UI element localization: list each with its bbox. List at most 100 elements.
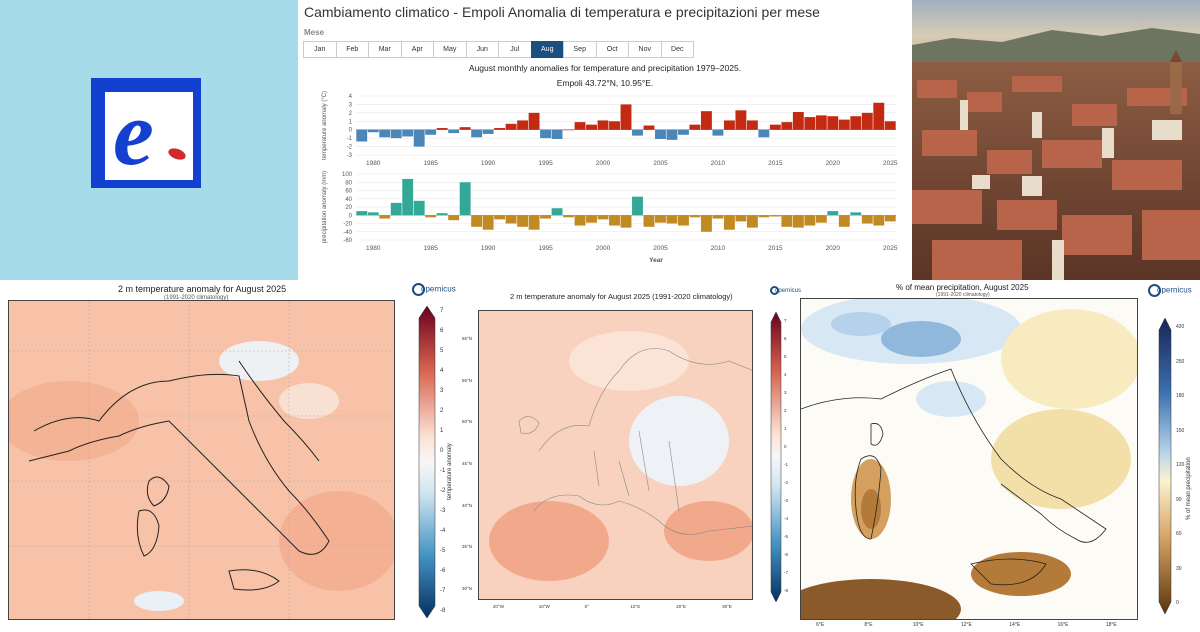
- map2-copernicus-logo: opernicus: [770, 286, 801, 295]
- tab-month-dec[interactable]: Dec: [660, 41, 694, 58]
- precipitation-tick-label: 40: [345, 197, 352, 203]
- precipitation-bar-1984: [413, 200, 425, 216]
- map2-temperature-anomaly-map: [478, 310, 753, 600]
- temperature-bar-1989: [471, 129, 483, 138]
- colorbar-tick-label: 60: [1176, 531, 1182, 537]
- chart-subtitle: Empoli 43.72°N, 10.95°E.: [556, 78, 654, 88]
- temperature-tick-label: 3: [349, 102, 353, 108]
- temperature-bar-1997: [563, 129, 574, 131]
- month-selector-label: Mese: [304, 28, 325, 37]
- precipitation-bar-2015: [769, 215, 781, 217]
- longitude-label: 8°E: [864, 622, 873, 628]
- temperature-bar-2020: [827, 116, 839, 130]
- colorbar-tick-label: 250: [1176, 358, 1185, 365]
- precipitation-x-tick-label: 1995: [538, 245, 553, 252]
- precipitation-tick-label: 20: [345, 205, 352, 211]
- temperature-bar-1995: [540, 129, 552, 139]
- precipitation-tick-label: 80: [345, 180, 352, 186]
- temperature-bar-2003: [632, 129, 643, 136]
- map1-colorbar-label: temperature anomaly: [447, 443, 453, 500]
- site-logo[interactable]: e: [91, 78, 201, 188]
- temperature-bar-1982: [390, 129, 402, 139]
- precipitation-bar-2007: [678, 215, 689, 226]
- precipitation-bar-2001: [609, 215, 620, 226]
- precipitation-bar-1999: [586, 215, 597, 223]
- temperature-x-tick-label: 2000: [596, 160, 611, 167]
- temperature-bar-2012: [735, 110, 747, 130]
- precipitation-tick-label: -60: [343, 238, 352, 244]
- tab-month-apr[interactable]: Apr: [400, 41, 434, 58]
- colorbar-tick-label: -1: [440, 468, 446, 474]
- precipitation-bar-1986: [436, 213, 448, 216]
- precipitation-bar-1987: [448, 215, 460, 221]
- precipitation-x-tick-label: 2000: [596, 245, 611, 252]
- precipitation-bar-1979: [356, 211, 368, 216]
- precipitation-bar-2003: [632, 196, 643, 216]
- logo-letter: e: [113, 82, 154, 184]
- longitude-label: 6°E: [816, 622, 825, 628]
- temperature-x-tick-label: 2010: [711, 160, 726, 167]
- map3-copernicus-logo: opernicus: [1148, 284, 1192, 297]
- precipitation-bar-2013: [746, 215, 758, 228]
- temperature-x-tick-label: 2020: [826, 160, 841, 167]
- temperature-tick-label: -3: [347, 153, 353, 159]
- temperature-bar-1998: [574, 122, 586, 130]
- temperature-bar-2018: [804, 117, 816, 130]
- temperature-bar-2010: [712, 129, 724, 136]
- temperature-bar-2000: [597, 120, 609, 130]
- precipitation-bar-2022: [850, 212, 862, 216]
- temperature-bar-2009: [700, 111, 712, 130]
- temperature-bar-2004: [643, 125, 655, 130]
- colorbar-tick-label: 3: [440, 388, 444, 394]
- temperature-bar-2001: [609, 121, 620, 130]
- temperature-tick-label: 4: [349, 94, 353, 100]
- temperature-bar-1994: [528, 112, 540, 130]
- colorbar-tick-label: 65°N: [462, 336, 473, 341]
- precipitation-bar-1998: [574, 215, 586, 226]
- temperature-tick-label: 0: [349, 128, 353, 134]
- temperature-x-tick-label: 1990: [481, 160, 496, 167]
- map2-latitude-labels: 65°N 55°N 50°N 45°N 40°N 35°N 30°N: [462, 336, 478, 591]
- map3-precipitation-map: [800, 298, 1138, 620]
- temperature-x-tick-label: 1985: [423, 160, 438, 167]
- longitude-label: 0°: [584, 604, 589, 609]
- longitude-label: 16°E: [1057, 622, 1069, 628]
- precipitation-bar-2020: [827, 211, 839, 216]
- temperature-bar-2015: [769, 124, 781, 130]
- precipitation-bar-1982: [390, 202, 402, 216]
- x-axis-label: Year: [649, 257, 663, 264]
- map2-colorbar-ticks: 7 6 5 4 3 2 1 0 -1 -2 -3 -4 -5 -6 -7 -8: [784, 318, 796, 593]
- precipitation-x-tick-label: 1980: [366, 245, 381, 252]
- temperature-bar-2008: [689, 124, 701, 130]
- colorbar-tick-label: 3: [784, 390, 787, 395]
- precipitation-bar-2017: [792, 215, 804, 228]
- colorbar-tick-label: 30°N: [462, 586, 473, 591]
- temperature-bar-2006: [666, 129, 678, 140]
- temperature-bar-1990: [482, 129, 494, 134]
- precipitation-bar-1980: [367, 212, 379, 216]
- precipitation-bar-2025: [884, 215, 896, 222]
- map1-copernicus-logo: opernicus: [412, 283, 456, 296]
- colorbar-tick-label: 180: [1176, 393, 1185, 399]
- map3-subtitle: (1991-2020 climatology): [936, 292, 990, 298]
- precipitation-bar-2021: [838, 215, 850, 227]
- precipitation-bar-1981: [379, 215, 391, 219]
- map1-subtitle: (1991-2020 climatology): [164, 295, 229, 301]
- tab-month-jan[interactable]: Jan: [303, 41, 337, 58]
- precipitation-bar-2023: [861, 215, 873, 224]
- temperature-bar-2002: [620, 104, 632, 130]
- precipitation-bar-2010: [712, 215, 724, 219]
- precipitation-bar-1990: [482, 215, 494, 230]
- precipitation-bar-2005: [655, 215, 666, 223]
- precipitation-bar-1988: [459, 182, 471, 216]
- temperature-bar-2022: [850, 116, 862, 130]
- temperature-bar-1987: [448, 129, 460, 134]
- temperature-bar-1983: [402, 129, 414, 137]
- precipitation-bar-2011: [723, 215, 735, 230]
- longitude-label: 10°E: [912, 622, 924, 628]
- colorbar-tick-label: 5: [784, 354, 787, 359]
- temperature-tick-label: -2: [347, 145, 353, 151]
- temperature-bar-1991: [494, 128, 506, 130]
- temperature-x-tick-label: 2025: [883, 160, 898, 167]
- logo-panel: e: [0, 0, 298, 280]
